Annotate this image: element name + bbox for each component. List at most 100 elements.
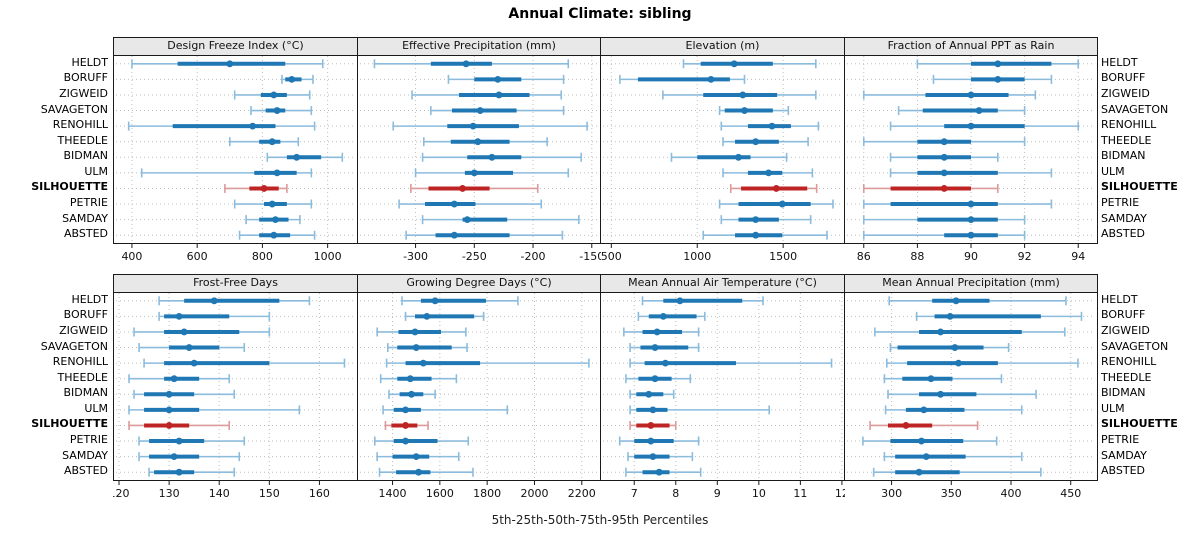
panel-x-axis: 120 130 140 150 160 [113,481,330,500]
row-label-left-absted: ABSTED [64,227,108,241]
axis-tick-label: 88 [910,250,924,263]
row-label-right-heldt: HELDT [1101,292,1138,306]
series-boruff [158,311,271,321]
panel-x-axis: 400 600 800 1000 [121,244,342,263]
series-theedle [722,137,809,147]
series-renohill [143,358,346,368]
series-renohill [720,121,820,131]
series-absted [862,230,1026,240]
series-theedle [422,137,548,147]
row-label-right-theedle: THEEDLE [1101,370,1152,384]
axis-tick-label: 10 [752,487,766,500]
axis-tick-label: 400 [121,250,142,263]
series-ulm [629,405,771,415]
series-theedle [228,137,300,147]
series-boruff [447,74,565,84]
row-label-left-samday: SAMDAY [62,211,108,225]
series-absted [625,467,702,477]
row-label-left-petrie: PETRIE [69,196,108,210]
series-zigweid [376,327,467,337]
series-savageton [718,106,790,116]
panel-plot-area [847,293,1095,480]
series-petrie [233,199,313,209]
axis-tick-label: 1600 [426,487,454,500]
axis-tick-label: 1400 [379,487,407,500]
series-renohill [629,358,833,368]
series-samday [421,215,580,225]
row-label-left-renohill: RENOHILL [52,118,108,132]
axis-tick-label: 1800 [473,487,501,500]
series-heldt [131,59,324,69]
row-label-right-silhouette: SILHOUETTE [1101,417,1178,431]
row-label-left-renohill: RENOHILL [52,355,108,369]
series-silhouette [869,420,979,430]
series-samday [138,452,241,462]
axis-tick-label: 1500 [769,250,797,263]
panel-fraction-of-annual-ppt-as-rain: Fraction of Annual PPT as Rain 86 88 90 92 94 [844,37,1098,268]
panel-title: Design Freeze Index (°C) [114,38,357,56]
panel-title: Mean Annual Precipitation (mm) [845,275,1097,293]
series-ulm [140,168,313,178]
axis-tick-label: 130 [159,487,180,500]
row-label-right-savageton: SAVAGETON [1101,339,1169,353]
axis-tick-label: 1000 [314,250,342,263]
row-label-left-zigweid: ZIGWEID [59,323,108,337]
panel-box: Mean Annual Air Temperature (°C) [600,274,845,481]
row-label-left-boruff: BORUFF [63,71,108,85]
series-bidman [887,389,1037,399]
axis-tick-label: 12 [835,487,845,500]
axis-tick-label: 94 [1071,250,1085,263]
series-zigweid [411,90,563,100]
series-petrie [718,199,834,209]
row-label-left-theedle: THEEDLE [57,133,108,147]
panel-frost-free-days: Frost-Free Days 120 130 140 150 160 [113,274,358,505]
series-absted [238,230,316,240]
series-ulm [884,405,1023,415]
series-savageton [629,343,700,353]
series-zigweid [233,90,311,100]
panel-x-axis: -300 -250 -200 -150 [403,244,601,263]
axis-tick-label: 90 [964,250,978,263]
series-renohill [886,358,1079,368]
series-heldt [641,296,764,306]
axis-tick-label: 600 [187,250,208,263]
series-petrie [138,436,246,446]
panel-design-freeze-index-c: Design Freeze Index (°C) 400 600 800 1000 [113,37,358,268]
series-ulm [414,168,570,178]
axis-tick-label: 120 [113,487,130,500]
chart-title: Annual Climate: sibling [508,6,692,22]
series-petrie [373,436,470,446]
series-renohill [385,358,590,368]
series-heldt [888,296,1067,306]
row-label-left-silhouette: SILHOUETTE [31,417,108,431]
row-label-left-theedle: THEEDLE [57,370,108,384]
row-label-right-renohill: RENOHILL [1101,355,1157,369]
series-zigweid [133,327,271,337]
series-bidman [266,152,344,162]
series-bidman [421,152,583,162]
panel-plot-area [847,56,1095,243]
axis-tick-label: -200 [521,250,546,263]
series-theedle [883,374,1003,384]
row-label-left-samday: SAMDAY [62,448,108,462]
axis-tick-label: 450 [1060,487,1081,500]
panel-box: Fraction of Annual PPT as Rain [844,37,1098,244]
series-zigweid [623,327,700,337]
panel-title: Mean Annual Air Temperature (°C) [601,275,844,293]
axis-tick-label: 86 [857,250,871,263]
series-silhouette [224,183,288,193]
series-bidman [388,389,436,399]
row-label-right-petrie: PETRIE [1101,196,1140,210]
series-savageton [138,343,246,353]
row-label-right-absted: ABSTED [1101,227,1145,241]
series-absted [405,230,564,240]
series-boruff [281,74,314,84]
panel-plot-area [360,293,598,480]
axis-tick-label: 8 [672,487,679,500]
series-boruff [932,74,1053,84]
series-savageton [897,106,1026,116]
series-zigweid [874,327,1066,337]
series-renohill [127,121,316,131]
series-petrie [862,199,1053,209]
series-savageton [250,106,313,116]
